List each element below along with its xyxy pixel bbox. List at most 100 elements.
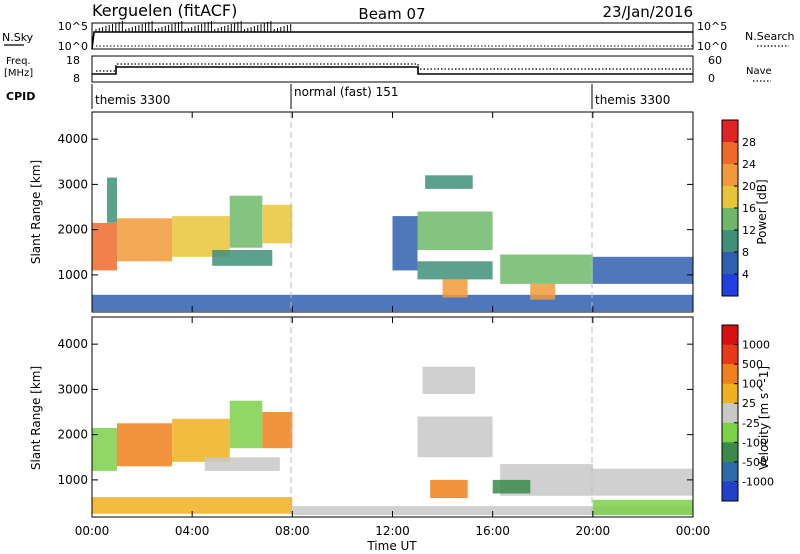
xtick-label-3: 12:00 [375, 524, 410, 538]
power-region-10 [417, 261, 493, 280]
velocity-colorbar-label-5: -100 [742, 436, 767, 449]
velocity-ytick-label-2: 3000 [57, 382, 88, 396]
power-ytick-label-2: 3000 [57, 177, 88, 191]
xtick-label-6: 00:00 [676, 524, 711, 538]
nsearch-label: N.Search [745, 30, 795, 43]
velocity-region-1 [117, 423, 173, 467]
power-colorbar-label-4: 20 [742, 180, 756, 193]
power-region-5 [212, 250, 273, 266]
velocity-colorbar-swatch-8 [722, 481, 738, 502]
nsky-trace [91, 21, 693, 50]
power-region-6 [107, 177, 117, 223]
power-region-3 [229, 195, 263, 248]
velocity-colorbar-label-7: -1000 [742, 475, 774, 488]
nave-label: Nave [746, 66, 772, 77]
xtick-label-1: 04:00 [175, 524, 210, 538]
cpid-segment-2: normal (fast) 151 [294, 85, 398, 99]
velocity-colorbar-swatch-1 [722, 344, 738, 365]
velocity-colorbar-label-1: 500 [742, 358, 763, 371]
power-heatmap [92, 175, 693, 312]
xtick-label-0: 00:00 [75, 524, 110, 538]
freq-label-1: Freq. [6, 56, 31, 67]
power-colorbar-swatch-2 [722, 164, 738, 187]
nsky-label: N.Sky [2, 31, 34, 44]
cpid-label: CPID [6, 90, 35, 103]
power-colorbar-label-5: 24 [742, 158, 756, 171]
velocity-y-axis: 1000 2000 3000 4000 [57, 337, 693, 487]
power-colorbar-label-2: 12 [742, 224, 756, 237]
power-colorbar-label-6: 28 [742, 136, 756, 149]
xtick-label-2: 08:00 [275, 524, 310, 538]
power-y-axis: 1000 2000 3000 4000 [57, 132, 693, 282]
velocity-heatmap [92, 366, 693, 516]
power-colorbar: 4 8 12 16 20 24 28 [721, 119, 756, 297]
velocity-colorbar-swatch-0 [722, 325, 738, 346]
velocity-colorbar-label: Velocity [m s^-1] [757, 366, 771, 470]
power-region-12 [500, 254, 593, 284]
xtick-label-5: 20:00 [576, 524, 611, 538]
velocity-colorbar-swatch-6 [722, 442, 738, 463]
nave-tick-bottom: 0 [708, 72, 715, 85]
velocity-ylabel: Slant Range [km] [29, 366, 43, 470]
power-ytick-label-3: 4000 [57, 132, 88, 146]
cpid-panel: CPID themis 3300 normal (fast) 151 themi… [6, 84, 670, 109]
beam-title: Beam 07 [358, 5, 425, 23]
power-colorbar-label-1: 8 [742, 246, 749, 259]
power-colorbar-swatch-5 [722, 230, 738, 253]
power-region-4 [262, 204, 293, 244]
velocity-region-2 [172, 418, 230, 462]
freq-tick-top: 18 [66, 54, 80, 67]
power-region-14 [592, 256, 693, 284]
cpid-segment-3: themis 3300 [595, 93, 670, 107]
power-region-0 [92, 222, 117, 271]
velocity-colorbar-label-4: -25 [742, 417, 760, 430]
nsearch-tick-top: 10^5 [697, 20, 727, 33]
time-x-axis: 00:00 04:00 08:00 12:00 16:00 20:00 00:00 [75, 112, 711, 538]
velocity-region-14 [592, 499, 693, 516]
power-region-15 [392, 216, 418, 271]
velocity-region-7 [292, 506, 693, 516]
freq-panel: Freq. [MHz] 18 8 60 0 Nave [4, 54, 772, 85]
freq-trace [92, 66, 693, 75]
velocity-ytick-label-3: 4000 [57, 337, 88, 351]
nsearch-tick-bottom: 10^0 [697, 40, 727, 53]
power-ylabel: Slant Range [km] [29, 160, 43, 264]
power-ytick-label-1: 2000 [57, 223, 88, 237]
velocity-colorbar-swatch-5 [722, 422, 738, 443]
velocity-colorbar-frame [721, 324, 739, 502]
freq-tick-bottom: 8 [73, 72, 80, 85]
velocity-region-13 [492, 479, 531, 494]
velocity-ytick-label-0: 1000 [57, 473, 88, 487]
power-colorbar-swatch-1 [722, 142, 738, 165]
power-ytick-label-0: 1000 [57, 268, 88, 282]
xtick-label-4: 16:00 [475, 524, 510, 538]
nsky-panel: N.Sky 10^5 10^0 10^5 10^0 N.Search [2, 20, 795, 53]
velocity-colorbar-swatch-4 [722, 403, 738, 424]
velocity-region-5 [204, 457, 280, 471]
date-title: 23/Jan/2016 [603, 3, 694, 21]
cpid-segment-1: themis 3300 [95, 93, 170, 107]
power-colorbar-swatch-4 [722, 208, 738, 231]
power-colorbar-label-3: 16 [742, 202, 756, 215]
power-region-13 [530, 283, 556, 300]
nsky-tick-bottom: 10^0 [58, 40, 88, 53]
power-colorbar-swatch-0 [722, 120, 738, 143]
power-colorbar-label-0: 4 [742, 268, 749, 281]
velocity-ytick-label-1: 2000 [57, 428, 88, 442]
freq-label-2: [MHz] [4, 68, 33, 79]
velocity-region-6 [92, 497, 293, 514]
nsky-baseline [91, 31, 693, 50]
velocity-colorbar-label-6: -500 [742, 456, 767, 469]
nave-tick-top: 60 [708, 54, 722, 67]
nsky-tick-top: 10^5 [58, 20, 88, 33]
power-region-11 [442, 279, 468, 298]
power-colorbar-swatch-3 [722, 186, 738, 209]
velocity-region-12 [592, 468, 693, 496]
power-panel: Slant Range [km] 1000 2000 3000 4000 4 8 12 16… [29, 111, 769, 313]
velocity-colorbar-label-3: 25 [742, 397, 756, 410]
velocity-colorbar-swatch-3 [722, 383, 738, 404]
velocity-region-3 [229, 400, 263, 449]
velocity-region-9 [422, 366, 476, 394]
